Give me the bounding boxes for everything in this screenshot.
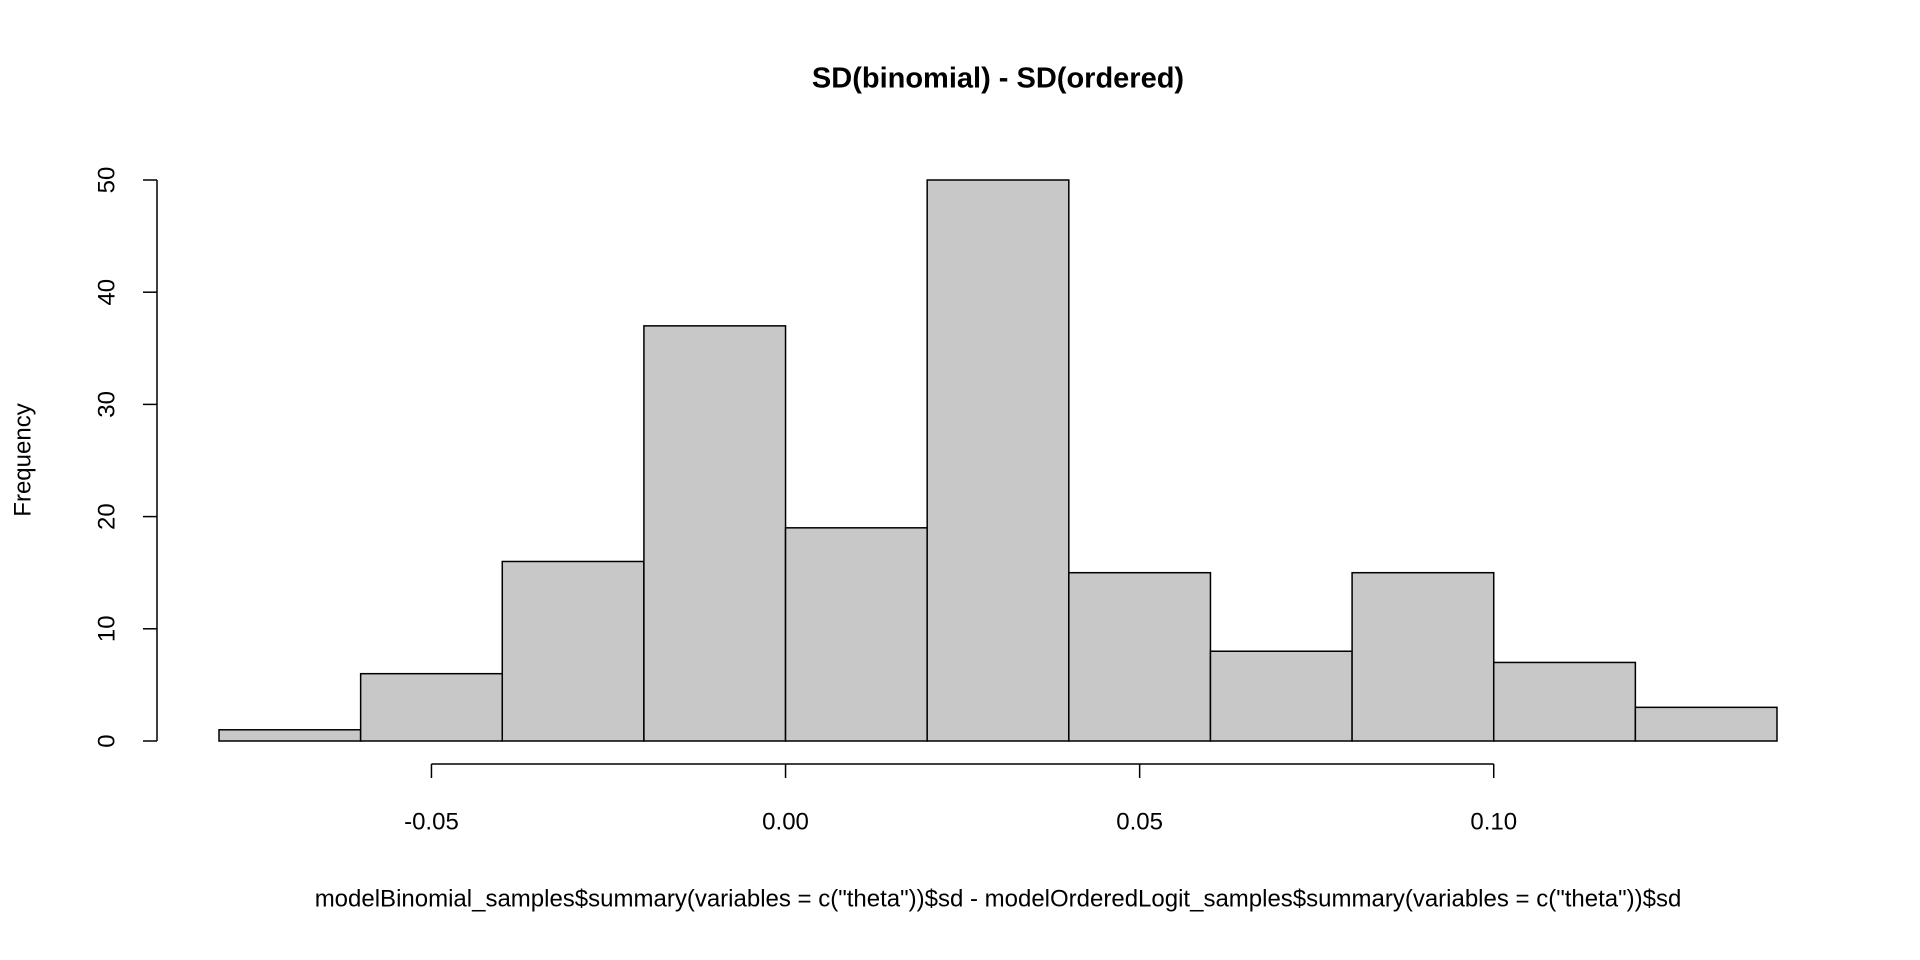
x-axis-label: modelBinomial_samples$summary(variables … — [315, 885, 1682, 912]
bar — [784, 527, 928, 742]
bar — [359, 672, 504, 742]
bar — [926, 179, 1070, 742]
bar — [1634, 706, 1778, 742]
bar — [218, 729, 362, 742]
x-tick-label: -0.05 — [404, 808, 459, 835]
bar — [1351, 571, 1495, 742]
bar — [643, 325, 787, 742]
bar — [1209, 650, 1353, 742]
chart-title: SD(binomial) - SD(ordered) — [812, 63, 1184, 95]
bar — [1492, 661, 1637, 742]
bar — [1068, 571, 1212, 742]
x-tick-label: 0.00 — [762, 808, 809, 835]
y-tick-label: 10 — [93, 615, 120, 642]
y-axis-label: Frequency — [9, 403, 36, 516]
y-tick-label: 0 — [93, 734, 120, 747]
y-tick-label: 30 — [93, 391, 120, 418]
x-tick-label: 0.05 — [1116, 808, 1163, 835]
bar — [501, 560, 645, 742]
y-tick-label: 20 — [93, 503, 120, 530]
y-tick-label: 40 — [93, 279, 120, 306]
x-tick-label: 0.10 — [1470, 808, 1517, 835]
y-tick-label: 50 — [93, 167, 120, 194]
